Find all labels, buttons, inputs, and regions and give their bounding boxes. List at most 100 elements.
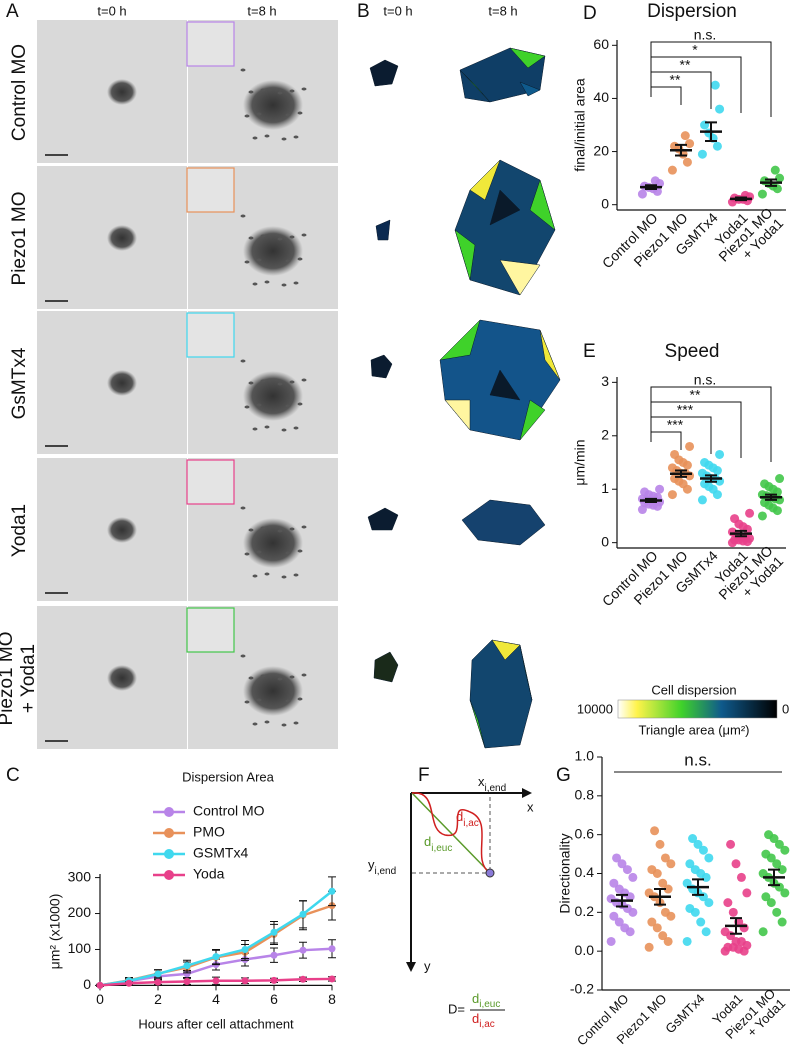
point [720, 927, 730, 937]
point [270, 951, 278, 959]
cell [297, 111, 303, 115]
cell [277, 91, 283, 95]
point [780, 845, 790, 855]
cell [264, 134, 270, 138]
row-label-line: + Yoda1 [18, 644, 39, 713]
formula: D= [448, 1001, 465, 1016]
cell [301, 87, 307, 91]
cell [293, 573, 299, 577]
panel-label: A [6, 1, 19, 22]
panel-label: E [583, 341, 596, 362]
cell [264, 572, 270, 576]
chart-title: Dispersion [647, 1, 737, 22]
cell [248, 236, 254, 240]
legend-marker [164, 807, 174, 817]
point [614, 884, 624, 894]
significance-label: *** [677, 402, 694, 418]
point [715, 449, 725, 459]
cell [256, 112, 262, 116]
point [696, 917, 706, 927]
row-label: Piezo1 MO+ Yoda1 [0, 632, 39, 726]
point [660, 907, 670, 917]
label-base: d [424, 834, 431, 849]
point [704, 853, 714, 863]
point [715, 104, 725, 114]
cell-cluster [243, 371, 303, 421]
column-header: t=0 h [383, 3, 412, 18]
point [96, 981, 104, 989]
y-tick-label: 0 [601, 533, 609, 549]
significance-label: ** [670, 72, 681, 88]
significance-bracket [650, 56, 742, 113]
significance-label: *** [667, 417, 684, 433]
y-tick-label: 100 [68, 940, 92, 956]
cell [277, 382, 283, 386]
legend-marker [164, 849, 174, 859]
triangulation-shapes [367, 47, 561, 749]
significance-label: ** [680, 57, 691, 73]
label-base: d [472, 1011, 479, 1026]
panel-label: D [583, 3, 597, 24]
y-tick-label: 0 [601, 195, 609, 211]
y-tick-label: 0.2 [575, 903, 595, 919]
y-tick-label: 3 [601, 373, 609, 389]
column-header: t=0 h [97, 3, 126, 18]
legend-label: GSMTx4 [193, 845, 248, 861]
cell [285, 259, 291, 263]
point [704, 128, 714, 138]
point [620, 923, 630, 933]
point [685, 139, 695, 149]
diagram-label: x [527, 799, 534, 814]
point [667, 490, 677, 500]
cell [297, 549, 303, 553]
cell-cluster [243, 80, 303, 130]
point [774, 839, 784, 849]
diagram-label: di,ac [456, 809, 479, 828]
point [697, 495, 707, 505]
cell [240, 654, 246, 658]
cell [240, 214, 246, 218]
y-axis-label: μm/min [572, 439, 588, 485]
cell [289, 380, 295, 384]
label-base: y [368, 857, 375, 872]
point [612, 853, 622, 863]
cell [264, 720, 270, 724]
column-header: t=8 h [247, 3, 276, 18]
point [660, 853, 670, 863]
point [663, 936, 673, 946]
cell [293, 281, 299, 285]
point [154, 978, 162, 986]
cell-cluster [243, 226, 303, 276]
cell [293, 135, 299, 139]
point [698, 845, 708, 855]
point [685, 441, 695, 451]
point [212, 953, 220, 961]
point [766, 898, 776, 908]
y-tick-label: 2 [601, 426, 609, 442]
point [728, 907, 738, 917]
point [658, 878, 668, 888]
point [270, 928, 278, 936]
cell [244, 552, 250, 556]
label-sub: i,euc [431, 843, 452, 854]
point [241, 977, 249, 985]
y-tick-label: 20 [593, 142, 609, 158]
y-axis-label: μm² (x1000) [47, 894, 63, 970]
point [606, 936, 616, 946]
diagram-label: di,euc [472, 991, 500, 1009]
point [183, 977, 191, 985]
label-sub: i,euc [479, 999, 500, 1010]
inset [186, 607, 235, 653]
point [704, 898, 714, 908]
legend-marker [164, 828, 174, 838]
cell [297, 697, 303, 701]
series-line [99, 890, 333, 987]
inset [186, 167, 235, 213]
point [663, 884, 673, 894]
point [723, 898, 733, 908]
colorbar-tick: 0 [782, 701, 789, 716]
panel-label: C [6, 765, 20, 786]
y-tick-label: 0.6 [575, 825, 595, 841]
point [697, 149, 707, 159]
panel-label: G [556, 765, 571, 786]
